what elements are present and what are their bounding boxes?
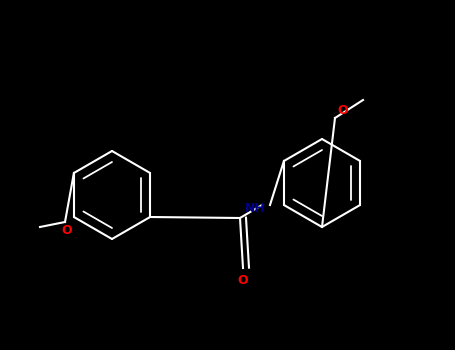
Text: O: O xyxy=(62,224,72,237)
Text: O: O xyxy=(338,104,349,117)
Text: O: O xyxy=(238,273,248,287)
Text: NH: NH xyxy=(245,202,265,215)
